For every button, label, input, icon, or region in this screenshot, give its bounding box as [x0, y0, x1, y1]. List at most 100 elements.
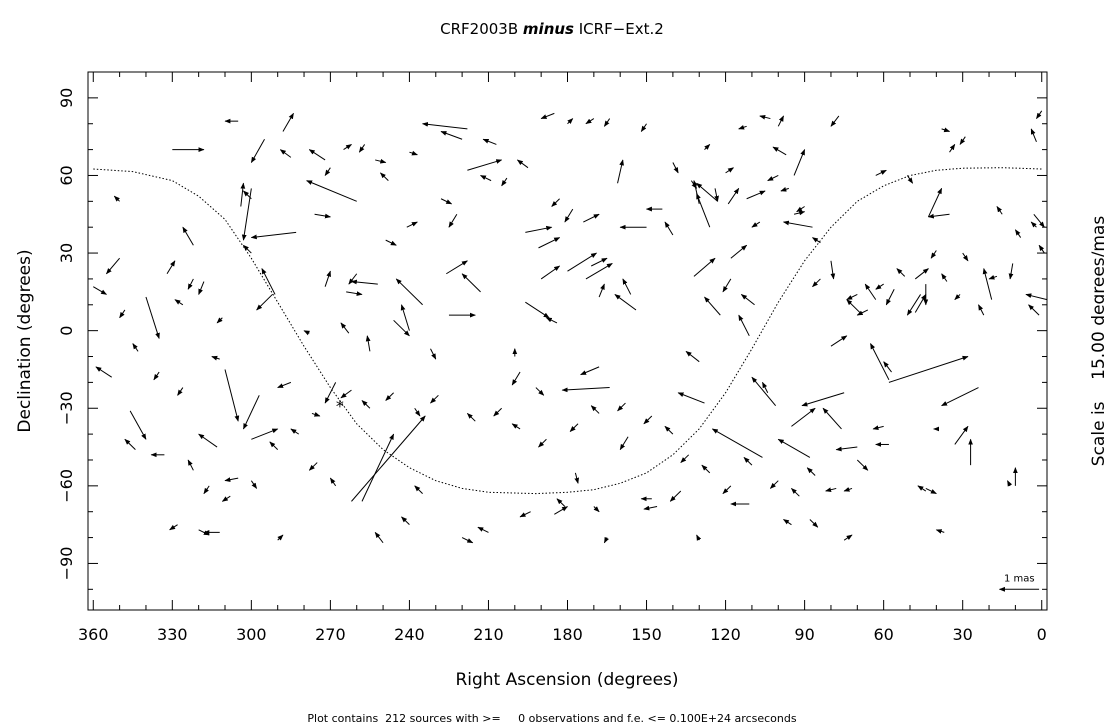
vector-arrow [187, 459, 194, 471]
vector-arrow [198, 529, 210, 536]
vector-arrow [106, 257, 120, 275]
vector-arrow [361, 433, 395, 502]
vector-arrow [467, 159, 503, 171]
vector-arrow [801, 392, 845, 407]
vector-arrow [545, 317, 558, 324]
vector-arrow [809, 519, 819, 528]
vector-arrow [516, 159, 529, 169]
vector-arrow [385, 239, 397, 246]
vector-arrow [430, 348, 437, 360]
y-tick-label: 60 [57, 165, 76, 185]
vector-arrow [422, 121, 468, 130]
vector-arrow [279, 149, 292, 158]
vector-arrow [580, 366, 600, 376]
vector-arrow [350, 279, 378, 285]
vector-arrow [361, 400, 371, 409]
vector-arrow [925, 487, 937, 495]
vector-arrow [791, 488, 800, 497]
y-axis-ticks [88, 97, 1047, 590]
vector-arrow [243, 244, 252, 254]
vector-arrow [224, 477, 239, 482]
vector-arrow [875, 169, 887, 176]
vector-arrow [590, 405, 600, 414]
scale-note: Scale is 15.00 degrees/mas [1089, 216, 1104, 467]
vector-arrow [324, 382, 337, 404]
vector-arrow [174, 299, 184, 306]
vector-arrow [738, 314, 750, 337]
vector-arrow [446, 260, 468, 275]
vector-arrow [561, 387, 610, 393]
vector-arrow [564, 208, 574, 223]
vector-arrow [1030, 221, 1037, 228]
vector-arrow [780, 187, 789, 192]
vector-arrow [603, 536, 609, 544]
vector-arrow [856, 309, 869, 316]
vector-arrow [746, 190, 766, 200]
vector-arrow [269, 441, 279, 450]
vector-arrow [870, 343, 890, 381]
x-tick-label: 150 [631, 625, 662, 644]
vector-arrow [1025, 293, 1048, 301]
vector-arrow [374, 531, 384, 544]
vector-arrow [846, 299, 861, 313]
vector-arrow [856, 459, 869, 471]
vector-arrow [221, 495, 231, 502]
vector-arrow [722, 485, 732, 495]
vector-arrow [722, 278, 732, 293]
vector-arrow [169, 524, 178, 531]
vector-arrow [574, 472, 580, 484]
vector-arrow [448, 213, 458, 228]
vector-arrow [864, 283, 877, 300]
vector-arrow [585, 118, 595, 125]
vector-arrow [812, 278, 821, 288]
vector-arrow [538, 438, 547, 448]
x-axis-tick-labels: 360 330 300 270 240 210 180 150 120 90 60 30 0 [78, 625, 1047, 644]
vector-arrow [343, 144, 352, 151]
vector-arrow [211, 355, 220, 361]
vector-arrow [511, 371, 521, 386]
vector-arrow [696, 182, 718, 202]
vector-arrow [153, 371, 160, 381]
vector-arrow [796, 206, 805, 213]
vector-arrow [409, 150, 418, 156]
vector-arrow [224, 369, 240, 422]
vector-arrow [812, 237, 821, 244]
galactic-plane-curve [93, 167, 1042, 495]
vector-arrow [704, 144, 711, 150]
vector-arrow [95, 366, 112, 378]
vector-arrow [395, 278, 423, 306]
vector-arrow [978, 304, 985, 316]
vector-arrow [482, 138, 497, 145]
vector-arrow [540, 265, 561, 280]
vector-arrow [567, 252, 597, 272]
y-tick-label: 30 [57, 243, 76, 263]
vector-arrow [704, 296, 721, 316]
vector-arrow [1008, 263, 1014, 280]
vector-arrow [306, 180, 357, 202]
vector-arrow [822, 407, 842, 430]
vector-arrow [885, 289, 895, 306]
vector-arrow [525, 301, 550, 319]
vector-arrow [941, 127, 951, 133]
vector-arrow [793, 210, 806, 216]
vector-arrow [1028, 304, 1040, 316]
vector-arrow [569, 423, 579, 432]
vector-arrow [132, 343, 139, 352]
vector-arrow [603, 118, 611, 127]
y-axis-tick-labels: 90 60 30 0 −30 −60 −90 [57, 88, 76, 581]
vector-arrow [690, 180, 698, 189]
vector-arrow [311, 412, 321, 417]
vector-arrow [1030, 128, 1037, 143]
vector-arrow [614, 294, 637, 311]
vector-arrow [598, 283, 605, 298]
vector-arrow [935, 529, 945, 534]
y-axis-label: Declination (degrees) [15, 249, 35, 432]
vector-arrow [250, 139, 265, 164]
vector-arrow [340, 322, 350, 334]
chart-title: CRF2003B minus ICRF−Ext.2 [440, 20, 664, 38]
vector-arrow [1033, 213, 1045, 228]
vector-arrow [430, 394, 439, 404]
vector-arrow [759, 114, 771, 120]
vector-arrow [540, 112, 555, 120]
vector-arrow [241, 188, 252, 241]
